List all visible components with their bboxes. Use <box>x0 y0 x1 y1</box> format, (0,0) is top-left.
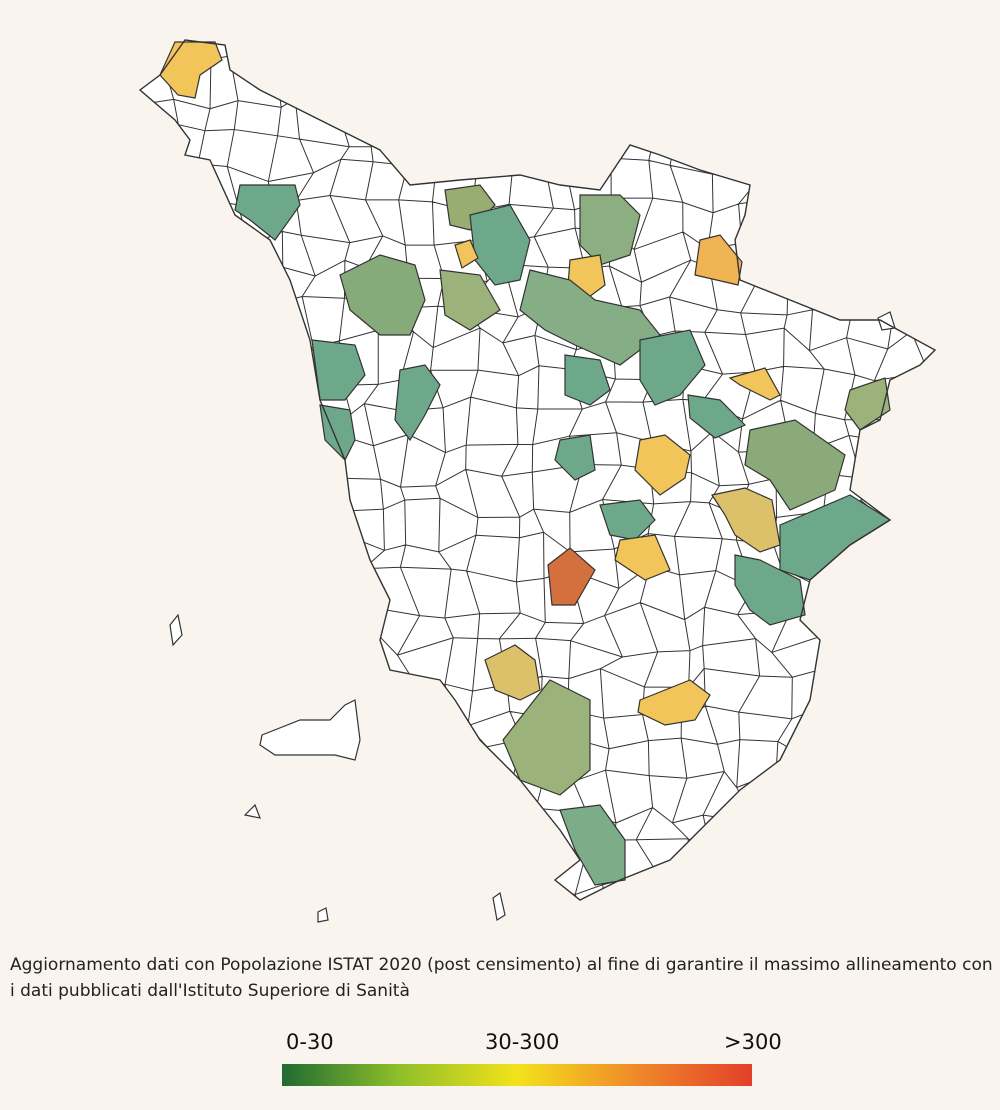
island <box>492 891 506 921</box>
area <box>484 644 541 701</box>
legend-gradient <box>282 1064 752 1086</box>
area <box>319 404 356 462</box>
area <box>844 377 891 431</box>
area <box>687 394 747 439</box>
island <box>169 613 183 647</box>
area <box>559 804 626 886</box>
area <box>728 367 781 401</box>
area <box>159 41 223 99</box>
area <box>614 534 671 581</box>
area <box>554 434 596 481</box>
area <box>234 184 301 241</box>
legend: 0-30 30-300 >300 <box>280 1030 782 1090</box>
region-outline <box>138 39 937 901</box>
area <box>439 269 501 331</box>
area <box>734 554 806 626</box>
note: Aggiornamento dati con Popolazione ISTAT… <box>10 955 993 1001</box>
area <box>694 234 743 286</box>
area <box>547 547 596 606</box>
legend-label: >300 <box>724 1030 782 1054</box>
legend-label: 0-30 <box>286 1030 334 1054</box>
legend-label: 30-300 <box>485 1030 560 1054</box>
area <box>711 487 781 553</box>
area <box>564 354 611 406</box>
area <box>634 434 691 496</box>
island <box>259 699 361 761</box>
area <box>744 419 846 511</box>
area <box>339 254 426 336</box>
area <box>637 679 711 726</box>
map <box>138 39 937 923</box>
area <box>454 239 479 269</box>
island <box>317 907 329 923</box>
islands <box>169 311 896 923</box>
area <box>579 194 641 266</box>
area <box>599 499 656 541</box>
area <box>639 329 706 406</box>
colored-areas <box>159 41 892 886</box>
island <box>243 803 261 819</box>
area <box>394 364 441 442</box>
